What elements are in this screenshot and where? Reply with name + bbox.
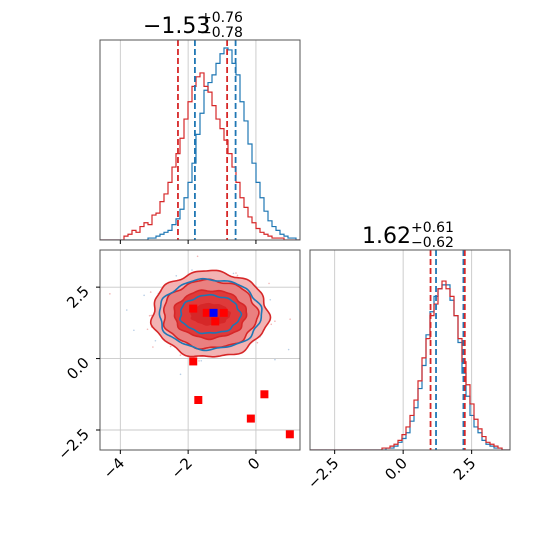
sample-point — [133, 329, 135, 332]
sample-point — [148, 314, 151, 317]
sample-point — [152, 346, 154, 348]
red-marker-4 — [189, 357, 198, 366]
histogram-param-1-ticks — [119, 240, 257, 244]
title-param-2-minus: −0.62 — [411, 235, 454, 251]
sample-point — [236, 274, 239, 277]
title-param-1-minus: −0.78 — [200, 25, 243, 41]
sample-point — [196, 255, 199, 258]
red-marker-2 — [211, 317, 220, 326]
y-tick-label-left-0: 2.5 — [63, 282, 93, 312]
red-marker-0 — [189, 304, 198, 313]
sample-point — [154, 339, 157, 342]
histogram-param-2-panel — [309, 249, 511, 454]
histogram-param-1-grid — [119, 40, 257, 240]
histogram-param-2-grid — [334, 250, 473, 450]
x-tick-label-right-2: 2.5 — [450, 454, 480, 484]
y-tick-labels-left: 2.5 0.0 −2.5 — [54, 282, 92, 463]
sample-point — [270, 323, 273, 326]
red-marker-3 — [219, 308, 228, 317]
red-marker-1 — [202, 308, 211, 317]
joint-density-panel — [96, 249, 301, 454]
x-tick-label-left-1: −2 — [168, 454, 196, 482]
histogram-param-1-data — [100, 40, 300, 240]
histogram-red — [310, 280, 510, 450]
sample-point — [198, 360, 200, 362]
sample-point — [274, 358, 276, 361]
x-tick-label-right-1: 0.0 — [381, 454, 411, 484]
title-param-2-median: 1.62 — [362, 224, 411, 249]
red-marker-6 — [260, 390, 269, 399]
sample-point — [287, 348, 290, 351]
sample-point — [235, 272, 237, 274]
sample-point — [200, 359, 203, 362]
x-tick-label-left-2: 0 — [244, 454, 263, 473]
red-marker-7 — [246, 414, 255, 423]
sample-point — [125, 309, 128, 311]
sample-point — [268, 282, 270, 285]
y-tick-label-left-2: −2.5 — [54, 425, 92, 463]
x-tick-label-left-0: −4 — [100, 454, 128, 482]
sample-point — [175, 274, 178, 277]
sample-point — [143, 294, 145, 297]
histogram-param-2-frame — [309, 249, 511, 451]
sample-point — [232, 272, 235, 275]
title-param-1-plus: +0.76 — [200, 10, 243, 26]
title-param-2-plus: +0.61 — [411, 220, 454, 236]
sample-point — [146, 328, 149, 331]
red-marker-5 — [194, 396, 203, 404]
contour-blue-outer — [158, 277, 263, 352]
sample-point — [169, 345, 172, 348]
title-param-2: 1.62 +0.61 −0.62 — [362, 220, 454, 251]
sample-point — [109, 293, 111, 295]
joint-density-ticks — [96, 286, 257, 454]
x-tick-labels-right: −2.5 0.0 2.5 — [304, 454, 479, 492]
red-marker-8 — [285, 430, 294, 439]
histogram-red — [100, 72, 300, 240]
sample-point — [150, 314, 153, 317]
histogram-param-2-ticks — [334, 450, 473, 454]
sample-point — [179, 354, 182, 356]
sample-point — [149, 291, 152, 293]
histogram-param-2-data — [310, 250, 510, 450]
sample-point — [256, 341, 259, 344]
sample-point — [269, 298, 272, 301]
histogram-param-1-panel — [99, 39, 301, 244]
x-tick-labels-left: −4 −2 0 — [100, 454, 264, 482]
blue-marker — [209, 308, 218, 317]
sample-point — [274, 320, 276, 323]
sample-point — [289, 318, 291, 320]
y-tick-label-left-1: 0.0 — [63, 354, 93, 384]
joint-density-data — [109, 255, 294, 439]
title-param-1-median: −1.53 — [143, 14, 210, 39]
x-tick-label-right-0: −2.5 — [304, 454, 342, 492]
sample-point — [179, 373, 182, 376]
title-param-1: −1.53 +0.76 −0.78 — [143, 10, 243, 41]
sample-point — [191, 269, 193, 271]
histogram-param-1-frame — [99, 39, 301, 241]
joint-density-frame — [99, 249, 301, 451]
contour-blue-inner — [179, 293, 243, 335]
histogram-blue — [100, 47, 300, 240]
